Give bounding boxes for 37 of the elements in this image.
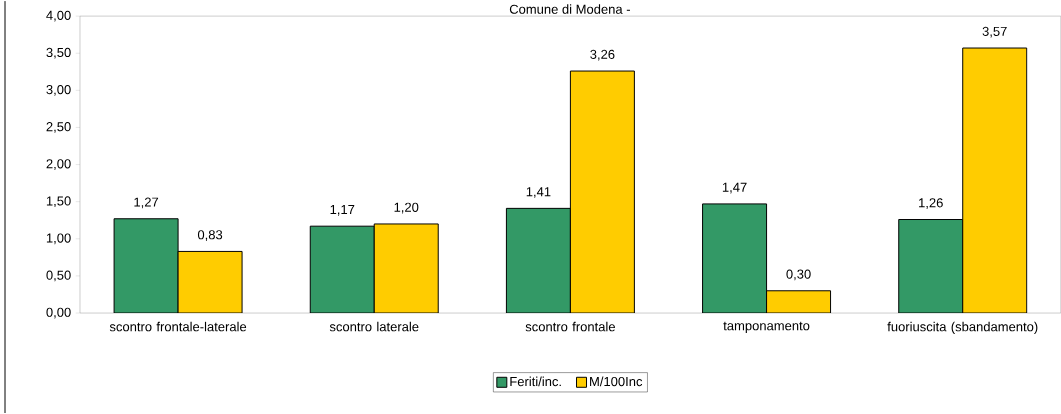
y-tick-label: 1,50 [46,196,71,208]
data-label: 3,57 [982,26,1007,38]
bar [702,203,768,314]
x-tick-label: scontro frontale [525,322,615,332]
bar [898,219,964,314]
y-tick-label: 4,00 [46,10,71,22]
x-tick-label: scontro laterale [329,322,419,332]
y-tick-label: 3,50 [46,48,71,59]
legend-label: Feriti/inc. [510,376,561,387]
y-tick-label: 2,00 [46,159,71,171]
bar [309,225,375,314]
y-tick-label: 0,00 [46,307,71,319]
x-tick-label: fuoriuscita (sbandamento) [887,322,1038,335]
y-tick-label: 0,50 [46,270,71,282]
data-label: 1,17 [330,205,355,216]
bar [114,218,179,314]
data-label: 0,83 [197,230,223,242]
x-tick-label: scontro frontale-laterale [109,322,247,332]
bar [178,251,243,314]
bar [505,208,571,314]
y-tick-label: 2,50 [46,122,71,134]
data-label: 1,26 [919,198,943,210]
bar [962,47,1028,314]
y-tick-label: 3,00 [46,85,71,96]
x-tick-label: tamponamento [723,322,810,334]
data-label: 1,41 [526,187,551,199]
bar [373,223,439,314]
chart-title: Comune di Modena - [509,4,630,15]
y-tick-label: 1,00 [46,233,71,245]
legend-label: M/100Inc [590,376,643,387]
data-label: 3,26 [590,50,615,61]
data-label: 1,27 [134,197,159,209]
bar [569,70,635,314]
data-label: 1,47 [722,183,747,194]
data-label: 1,20 [394,202,419,214]
data-label: 0,30 [786,269,811,281]
bar [766,290,832,314]
